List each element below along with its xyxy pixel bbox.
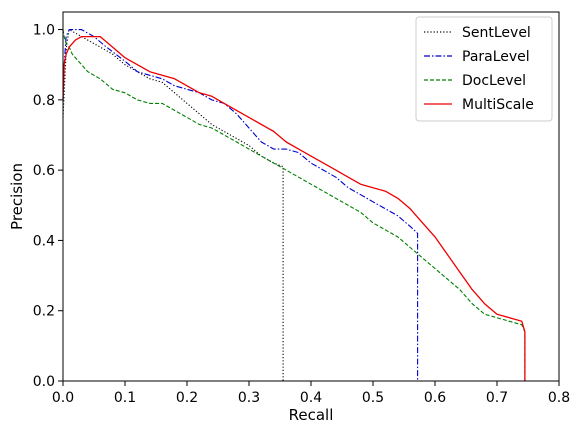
legend-label-paralevel: ParaLevel bbox=[462, 49, 530, 65]
y-tick-label: 0.8 bbox=[33, 93, 55, 109]
y-axis: 0.0 0.2 0.4 0.6 0.8 1.0 bbox=[33, 23, 63, 390]
x-tick-label: 0.6 bbox=[424, 390, 446, 406]
legend-label-doclevel: DocLevel bbox=[462, 73, 526, 89]
series-line-multiscale bbox=[62, 35, 526, 381]
y-tick-label: 0.0 bbox=[33, 374, 55, 390]
x-tick-label: 0.0 bbox=[52, 390, 74, 406]
x-tick-label: 0.7 bbox=[486, 390, 508, 406]
x-axis-label: Recall bbox=[289, 406, 334, 424]
y-tick-label: 0.2 bbox=[33, 304, 55, 320]
x-tick-label: 0.8 bbox=[548, 390, 570, 406]
x-tick-label: 0.4 bbox=[300, 390, 322, 406]
series-line-paralevel bbox=[62, 29, 419, 381]
legend-box bbox=[415, 16, 553, 122]
legend: SentLevel ParaLevel DocLevel MultiScale bbox=[415, 16, 553, 122]
series-line-doclevel bbox=[62, 29, 526, 381]
y-tick-label: 1.0 bbox=[33, 23, 55, 39]
legend-label-multiscale: MultiScale bbox=[462, 97, 534, 113]
x-tick-label: 0.5 bbox=[362, 390, 384, 406]
x-tick-label: 0.3 bbox=[238, 390, 260, 406]
y-tick-label: 0.4 bbox=[33, 233, 55, 249]
x-tick-label: 0.1 bbox=[114, 390, 136, 406]
y-axis-label: Precision bbox=[8, 163, 26, 230]
legend-label-sentlevel: SentLevel bbox=[462, 25, 531, 41]
series-line-sentlevel bbox=[62, 29, 284, 381]
x-axis: 0.0 0.1 0.2 0.3 0.4 0.5 0.6 0.7 0.8 bbox=[52, 381, 570, 406]
x-tick-label: 0.2 bbox=[176, 390, 198, 406]
y-tick-label: 0.6 bbox=[33, 163, 55, 179]
series-layer bbox=[62, 29, 526, 381]
